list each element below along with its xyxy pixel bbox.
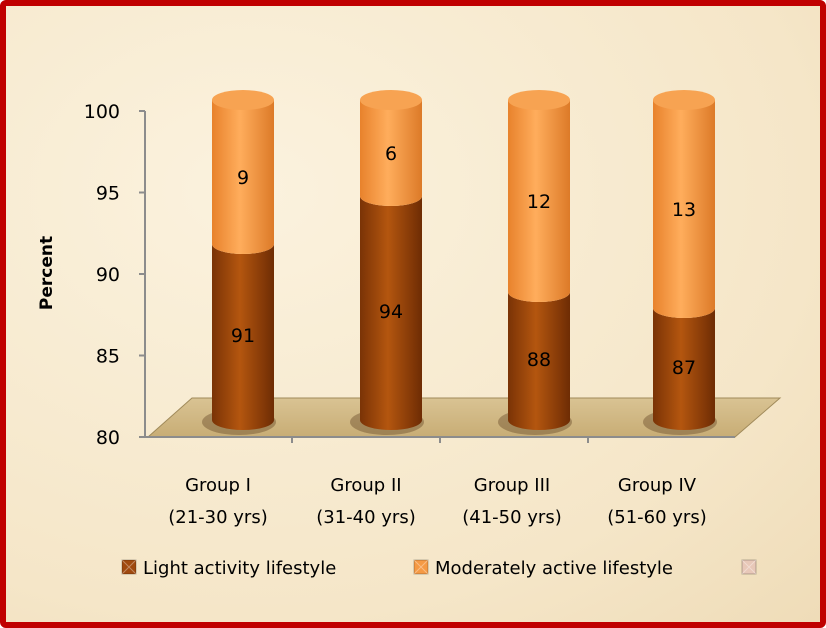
y-tick-label: 95: [96, 183, 120, 205]
x-tick-sublabel: (31-40 yrs): [316, 507, 416, 528]
x-tick-label: Group II: [330, 475, 401, 496]
data-label-light: 88: [527, 349, 551, 371]
legend-label: Moderately active lifestyle: [435, 558, 673, 579]
legend-item[interactable]: Moderately active lifestyle: [413, 558, 673, 579]
legend-swatch-icon: [741, 559, 757, 575]
x-tick-sublabel: (51-60 yrs): [607, 507, 707, 528]
x-tick-sublabel: (21-30 yrs): [168, 507, 268, 528]
data-label-moderate: 13: [672, 199, 696, 221]
bar-light-activity[interactable]: [360, 196, 422, 430]
data-label-moderate: 6: [385, 143, 397, 165]
legend-swatch-bevel: [121, 559, 137, 575]
data-label-moderate: 12: [527, 191, 551, 213]
bar-moderately-active[interactable]: [508, 100, 570, 302]
x-tick-sublabel: (41-50 yrs): [462, 507, 562, 528]
bar-moderately-active[interactable]: [360, 100, 422, 206]
bar-moderately-active[interactable]: [653, 100, 715, 318]
legend-item[interactable]: [741, 559, 757, 575]
y-tick-label: 80: [96, 427, 120, 449]
legend-swatch-bevel: [413, 559, 429, 575]
data-label-light: 94: [379, 301, 403, 323]
bar-top-cap: [212, 90, 274, 110]
bar-moderately-active[interactable]: [212, 100, 274, 254]
bar-light-activity[interactable]: [508, 292, 570, 430]
legend-item[interactable]: Light activity lifestyle: [121, 558, 336, 579]
bar-light-activity[interactable]: [212, 244, 274, 430]
y-tick-label: 100: [84, 101, 120, 123]
legend-swatch-icon: [413, 559, 429, 575]
x-tick-label: Group III: [474, 475, 550, 496]
y-axis-label: Percent: [37, 236, 57, 310]
legend-swatch-bevel: [741, 559, 757, 575]
legend-swatch-icon: [121, 559, 137, 575]
x-tick-label: Group IV: [618, 475, 697, 496]
legend-label: Light activity lifestyle: [143, 558, 336, 579]
bar-top-cap: [508, 90, 570, 110]
bar-light-activity[interactable]: [653, 308, 715, 430]
data-label-light: 91: [231, 325, 255, 347]
y-tick-label: 90: [96, 264, 120, 286]
data-label-moderate: 9: [237, 167, 249, 189]
data-label-light: 87: [672, 357, 696, 379]
y-tick-label: 85: [96, 346, 120, 368]
bar-top-cap: [653, 90, 715, 110]
bar-top-cap: [360, 90, 422, 110]
x-tick-label: Group I: [185, 475, 251, 496]
